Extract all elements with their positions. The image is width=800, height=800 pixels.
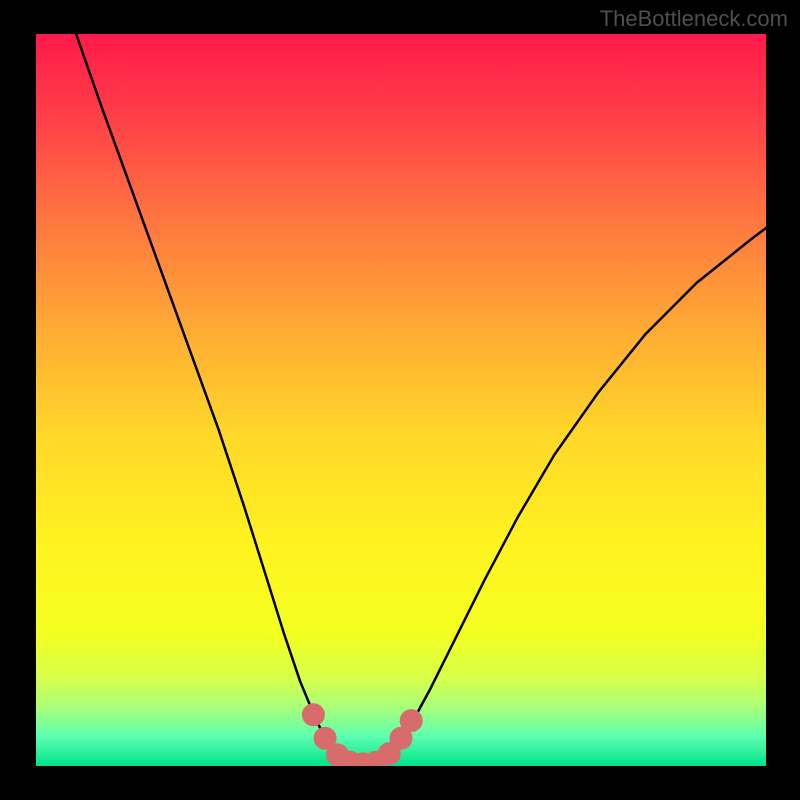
watermark-text: TheBottleneck.com — [600, 6, 788, 32]
plot-gradient-background — [36, 34, 766, 766]
chart-container: TheBottleneck.com — [0, 0, 800, 800]
